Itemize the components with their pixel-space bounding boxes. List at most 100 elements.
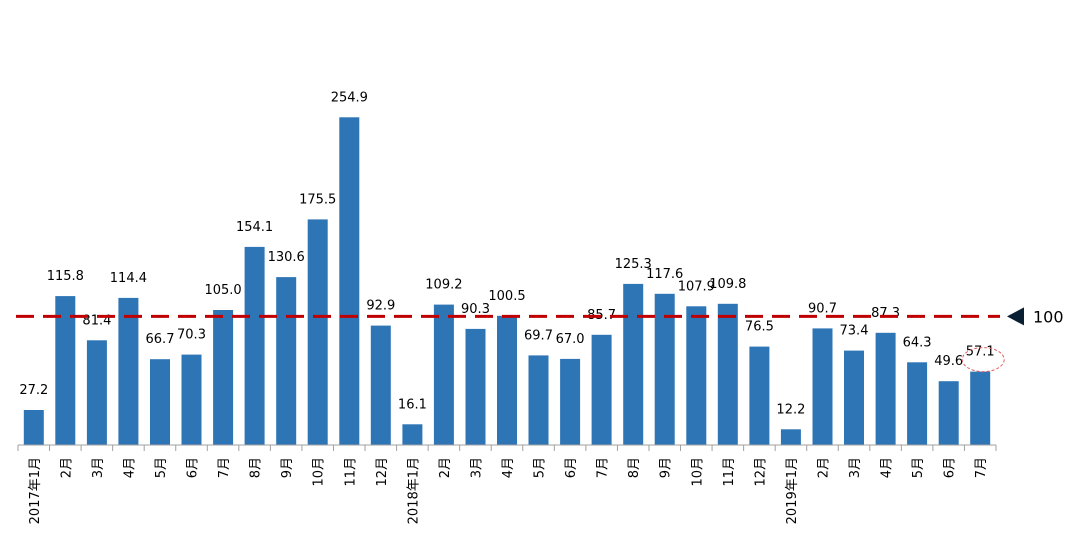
bar-value-label: 254.9: [331, 90, 368, 105]
bar-value-label: 49.6: [934, 354, 963, 369]
bar: [623, 283, 644, 445]
x-tick-label: 3月: [848, 457, 863, 478]
x-tick-label: 3月: [470, 457, 485, 478]
bar-value-label: 76.5: [745, 320, 774, 335]
bar: [370, 325, 391, 445]
bar-value-label: 175.5: [299, 192, 336, 207]
bar: [55, 296, 76, 445]
x-tick-label: 10月: [312, 457, 327, 487]
bar-value-label: 100.5: [488, 289, 525, 304]
x-tick-label: 2017年1月: [28, 457, 43, 524]
bar-value-label: 57.1: [966, 345, 995, 360]
reference-marker-icon: [1007, 307, 1024, 326]
bar-value-label: 109.8: [709, 277, 746, 292]
x-tick-label: 11月: [343, 457, 358, 487]
x-ticks-group: [17, 445, 997, 451]
x-tick-label: 4月: [501, 457, 516, 478]
x-tick-label: 6月: [943, 457, 958, 478]
bar: [86, 340, 107, 445]
bar: [528, 355, 549, 445]
x-tick-label: 9月: [659, 457, 674, 478]
x-tick-label: 12月: [753, 457, 768, 487]
bar-value-label: 67.0: [556, 332, 585, 347]
x-tick-label: 4月: [122, 457, 137, 478]
x-tick-label: 5月: [911, 457, 926, 478]
bar: [402, 424, 423, 445]
bar: [654, 293, 675, 445]
bar: [23, 410, 44, 445]
bar-value-label: 66.7: [146, 332, 175, 347]
bar: [938, 381, 959, 445]
x-tick-label: 6月: [564, 457, 579, 478]
bar-value-label: 85.7: [587, 308, 616, 323]
bar-value-label: 154.1: [236, 220, 273, 235]
bar-value-label: 115.8: [47, 269, 84, 284]
x-tick-label: 3月: [91, 457, 106, 478]
bar: [150, 359, 170, 445]
bar-value-label: 92.9: [366, 299, 395, 314]
x-tick-label: 7月: [596, 457, 611, 478]
bar: [181, 354, 202, 445]
bar-value-label: 90.7: [808, 301, 837, 316]
x-tick-label: 7月: [217, 457, 232, 478]
x-tick-label: 11月: [722, 457, 737, 487]
x-tick-label: 2019年1月: [785, 457, 800, 524]
bar-value-label: 69.7: [524, 328, 553, 343]
x-tick-label: 4月: [880, 457, 895, 478]
bar: [497, 315, 517, 445]
x-tick-label: 2月: [59, 457, 74, 478]
bar-value-label: 73.4: [840, 324, 869, 339]
bar: [465, 328, 486, 445]
bars-group: [23, 117, 991, 446]
bar: [844, 350, 864, 445]
bar-value-label: 87.3: [871, 306, 900, 321]
x-tick-label: 9月: [280, 457, 295, 478]
bar: [780, 429, 801, 445]
bar-value-label: 105.0: [204, 283, 241, 298]
bar: [244, 246, 265, 445]
bar-value-label: 90.3: [461, 302, 490, 317]
x-tick-label: 8月: [627, 457, 642, 478]
x-tick-label: 2018年1月: [406, 457, 421, 524]
bar: [560, 358, 581, 445]
bar: [276, 277, 297, 445]
bar: [812, 328, 833, 445]
bar: [118, 297, 139, 445]
bar: [433, 304, 454, 445]
bar-value-label: 12.2: [776, 402, 805, 417]
x-tick-label: 2月: [817, 457, 832, 478]
bar: [907, 362, 928, 445]
bar: [717, 303, 738, 445]
bar-value-label: 114.4: [110, 271, 147, 286]
reference-line-label: 100: [1033, 307, 1064, 326]
bar: [307, 219, 328, 445]
bar-value-label: 27.2: [19, 383, 48, 398]
x-tick-label: 7月: [974, 457, 989, 478]
x-tick-label: 5月: [154, 457, 169, 478]
bar: [875, 332, 896, 445]
bar-value-label: 107.9: [678, 279, 715, 294]
bar: [686, 306, 707, 445]
highlight-circle: [961, 347, 1005, 373]
bar-value-label: 109.2: [425, 278, 462, 293]
bar: [339, 117, 360, 446]
bar-value-label: 70.3: [177, 328, 206, 343]
x-tick-label: 12月: [375, 457, 390, 487]
x-tick-label: 5月: [533, 457, 548, 478]
x-tick-label: 6月: [186, 457, 201, 478]
bar-value-label: 16.1: [398, 397, 427, 412]
bar-value-label: 64.3: [903, 335, 932, 350]
bar-value-label: 125.3: [615, 257, 652, 272]
x-tick-labels-group: 2017年1月 2月 3月 4月 5月 6月 7月 8月 9月 10月 11月 12月 2018年1月 2…: [28, 457, 989, 524]
bar: [213, 310, 234, 445]
x-tick-label: 10月: [690, 457, 705, 487]
bar: [749, 346, 770, 445]
x-tick-label: 8月: [249, 457, 264, 478]
bar-value-label: 130.6: [268, 250, 305, 265]
bar-value-label: 117.6: [646, 267, 683, 282]
x-tick-label: 2月: [438, 457, 453, 478]
bar: [970, 371, 991, 445]
bar: [591, 334, 612, 445]
